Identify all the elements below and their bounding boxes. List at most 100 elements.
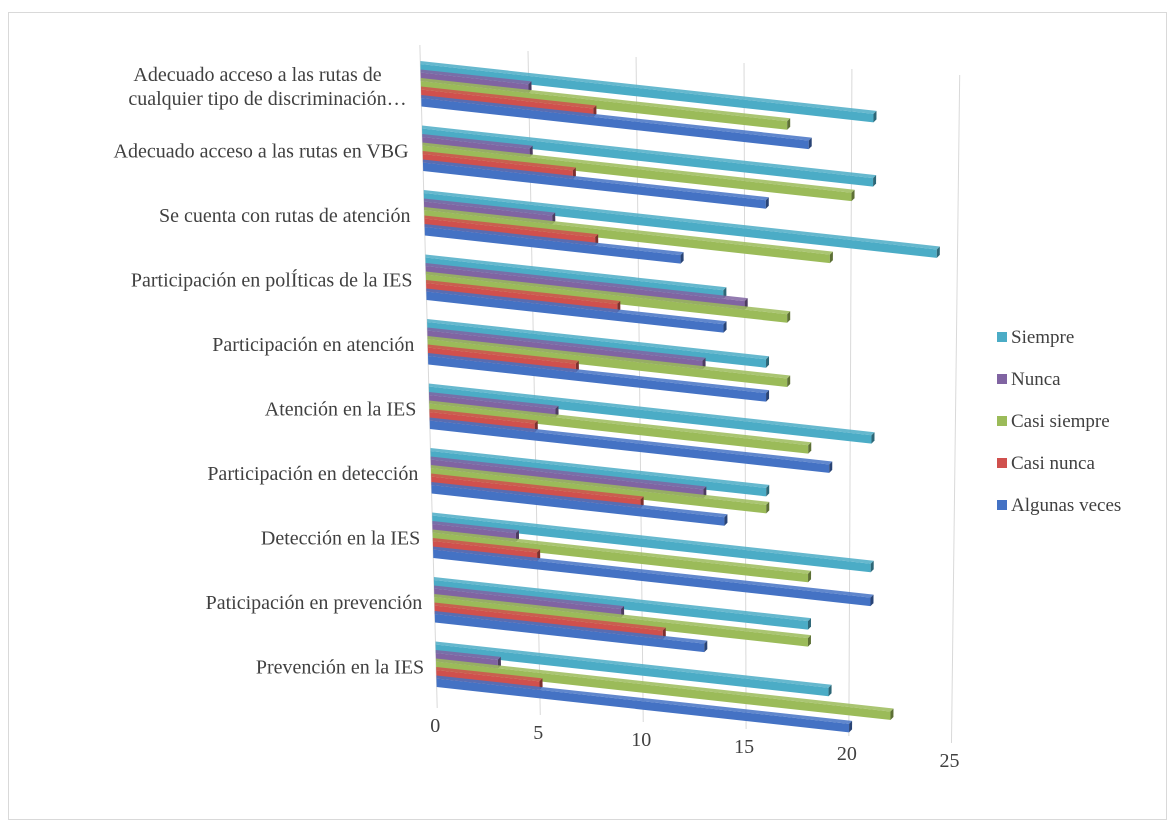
bar-siempre-0-end [828, 684, 832, 697]
legend-label: Casi siempre [1011, 411, 1110, 432]
bar-algunas-veces-4-top [429, 417, 833, 465]
bar-casi-siempre-5-end [787, 375, 791, 388]
bar-casi-nunca-0-top [436, 667, 543, 682]
category-label: Participación en atención [212, 334, 414, 356]
bar-siempre-3-top [430, 448, 770, 488]
legend-label: Siempre [1011, 327, 1074, 348]
x-tick-label: 15 [734, 736, 754, 758]
gridline-25 [950, 74, 961, 744]
bar-siempre-2-top [432, 512, 874, 564]
category-label: Adecuado acceso a las rutas en VBG [114, 141, 409, 163]
category-label: Participación en detección [207, 463, 418, 485]
category-label: Prevención en la IES [256, 657, 424, 679]
bar-algunas-veces-0 [436, 678, 850, 733]
bar-siempre-0 [435, 644, 829, 697]
bar-algunas-veces-6-end [723, 321, 727, 333]
bar-casi-siempre-5-top [427, 336, 791, 379]
legend-label: Casi nunca [1011, 453, 1095, 474]
bar-siempre-9-top [420, 61, 877, 114]
bar-nunca-7-top [423, 198, 556, 216]
bar-algunas-veces-9 [421, 98, 809, 150]
legend-label: Nunca [1011, 369, 1061, 390]
bar-algunas-veces-9-top [421, 95, 812, 141]
legend-swatch [997, 458, 1007, 468]
bar-casi-siempre-6 [425, 274, 788, 323]
bars [420, 61, 940, 733]
bar-nunca-3-top [430, 456, 707, 490]
x-tick-label: 5 [533, 722, 543, 744]
bar-casi-nunca-9-top [421, 86, 597, 109]
bar-algunas-veces-1 [434, 614, 705, 653]
bar-casi-nunca-5-top [427, 344, 579, 364]
bar-casi-siempre-3-top [430, 465, 770, 505]
bar-casi-siempre-9-end [787, 118, 791, 130]
bar-nunca-5-top [427, 327, 706, 361]
category-label: Paticipación en prevención [206, 592, 423, 614]
category-label: Se cuenta con rutas de atención [159, 205, 411, 227]
category-label: Adecuado acceso a las rutas de cualquier … [128, 64, 406, 110]
bar-algunas-veces-6-top [426, 288, 727, 325]
bar-nunca-4-top [429, 392, 559, 409]
bar-casi-nunca-3-top [431, 473, 644, 500]
category-label: Detección en la IES [261, 528, 420, 550]
bar-algunas-veces-3-top [431, 482, 728, 518]
bar-casi-siempre-2-end [808, 570, 812, 583]
bar-siempre-0-top [435, 641, 832, 688]
bar-casi-nunca-2-top [432, 538, 541, 553]
bar-siempre-4-top [428, 383, 875, 436]
bar-algunas-veces-2-end [870, 594, 874, 607]
bar-algunas-veces-9-end [808, 137, 812, 150]
bar-siempre-4 [428, 386, 872, 444]
bar-casi-siempre-8-end [851, 189, 855, 202]
bar-siempre-9 [420, 64, 874, 123]
bar-algunas-veces-7-top [424, 224, 684, 256]
bar-nunca-9-top [420, 69, 532, 85]
bar-casi-nunca-6-top [426, 280, 621, 305]
bar-nunca-6-top [425, 263, 748, 302]
bar-algunas-veces-8-top [422, 159, 769, 201]
bar-siempre-9-end [873, 110, 877, 123]
bar-nunca-0-top [435, 650, 501, 660]
x-tick-label: 20 [837, 743, 857, 765]
legend-label: Algunas veces [1011, 495, 1121, 516]
bar-algunas-veces-4 [429, 420, 830, 473]
bar-casi-siempre-5 [427, 339, 788, 388]
bar-siempre-1-top [433, 577, 811, 622]
bar-siempre-8-top [422, 125, 877, 179]
bar-casi-siempre-0-top [435, 658, 894, 712]
bar-siempre-2-end [870, 560, 874, 573]
bar-algunas-veces-3 [431, 485, 725, 526]
bar-casi-siempre-2-top [432, 529, 812, 574]
bar-casi-nunca-1-top [434, 602, 666, 631]
bar-algunas-veces-7-end [680, 252, 684, 264]
bar-casi-siempre-3-end [766, 501, 770, 514]
bar-casi-siempre-8-top [422, 142, 855, 193]
bar-siempre-8 [422, 128, 874, 187]
bar-algunas-veces-8 [422, 162, 766, 209]
bar-casi-siempre-6-end [787, 311, 791, 323]
bar-casi-siempre-9-top [420, 78, 791, 122]
bar-algunas-veces-8-end [765, 197, 769, 209]
bar-nunca-1-top [434, 585, 625, 610]
bar-algunas-veces-1-end [704, 640, 708, 653]
bar-algunas-veces-0-end [849, 720, 853, 733]
bar-casi-nunca-4-top [429, 409, 538, 424]
bar-siempre-1-end [807, 618, 811, 630]
legend-swatch [997, 332, 1007, 342]
bar-algunas-veces-5-top [428, 353, 770, 394]
bar-casi-siempre-1 [434, 597, 808, 647]
bar-siempre-7 [423, 193, 937, 258]
legend: Siempre Nunca Casi siempre Casi nunca Alguna… [997, 327, 1121, 516]
bar-casi-siempre-7-end [829, 251, 833, 264]
bar-casi-siempre-4-top [429, 400, 812, 446]
bar-casi-siempre-3 [430, 468, 767, 514]
bar-siempre-6-top [425, 254, 727, 291]
bar-casi-nunca-8-top [422, 151, 576, 171]
bar-algunas-veces-2 [433, 549, 871, 607]
bar-casi-siempre-7 [424, 210, 830, 264]
bar-siempre-3-end [766, 484, 770, 497]
bar-algunas-veces-5 [428, 356, 767, 402]
bar-siempre-7-end [936, 246, 940, 258]
x-axis-tick-labels: 0 5 10 15 20 25 [430, 715, 959, 772]
